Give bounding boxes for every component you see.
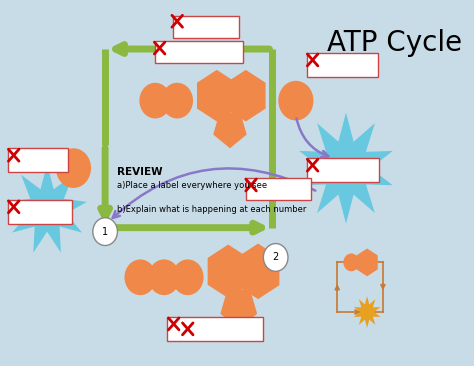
Text: 2: 2 [273, 253, 279, 262]
Circle shape [125, 259, 156, 295]
Polygon shape [213, 112, 246, 148]
Circle shape [278, 81, 313, 120]
Polygon shape [220, 290, 257, 329]
Circle shape [56, 148, 91, 188]
Text: ATP Cycle: ATP Cycle [327, 29, 462, 57]
Text: b)Explain what is happening at each number: b)Explain what is happening at each numb… [118, 205, 307, 214]
Polygon shape [208, 244, 249, 298]
Polygon shape [356, 249, 378, 276]
Polygon shape [299, 112, 393, 224]
Circle shape [264, 243, 288, 271]
Polygon shape [197, 70, 237, 122]
Polygon shape [7, 164, 87, 253]
FancyBboxPatch shape [9, 148, 68, 172]
FancyBboxPatch shape [9, 200, 72, 224]
Circle shape [172, 259, 204, 295]
Circle shape [343, 254, 359, 271]
FancyBboxPatch shape [307, 53, 378, 77]
Circle shape [139, 83, 171, 119]
FancyBboxPatch shape [155, 41, 243, 63]
Polygon shape [237, 243, 279, 299]
Circle shape [93, 218, 118, 246]
Text: REVIEW: REVIEW [118, 167, 163, 177]
Text: a)Place a label everywhere you see: a)Place a label everywhere you see [118, 181, 267, 190]
FancyBboxPatch shape [167, 317, 264, 341]
Polygon shape [226, 70, 265, 122]
FancyBboxPatch shape [173, 16, 239, 38]
Circle shape [161, 83, 193, 119]
FancyBboxPatch shape [307, 158, 379, 182]
Text: 1: 1 [102, 227, 108, 237]
Circle shape [148, 259, 180, 295]
FancyBboxPatch shape [246, 178, 311, 200]
Polygon shape [354, 296, 381, 328]
